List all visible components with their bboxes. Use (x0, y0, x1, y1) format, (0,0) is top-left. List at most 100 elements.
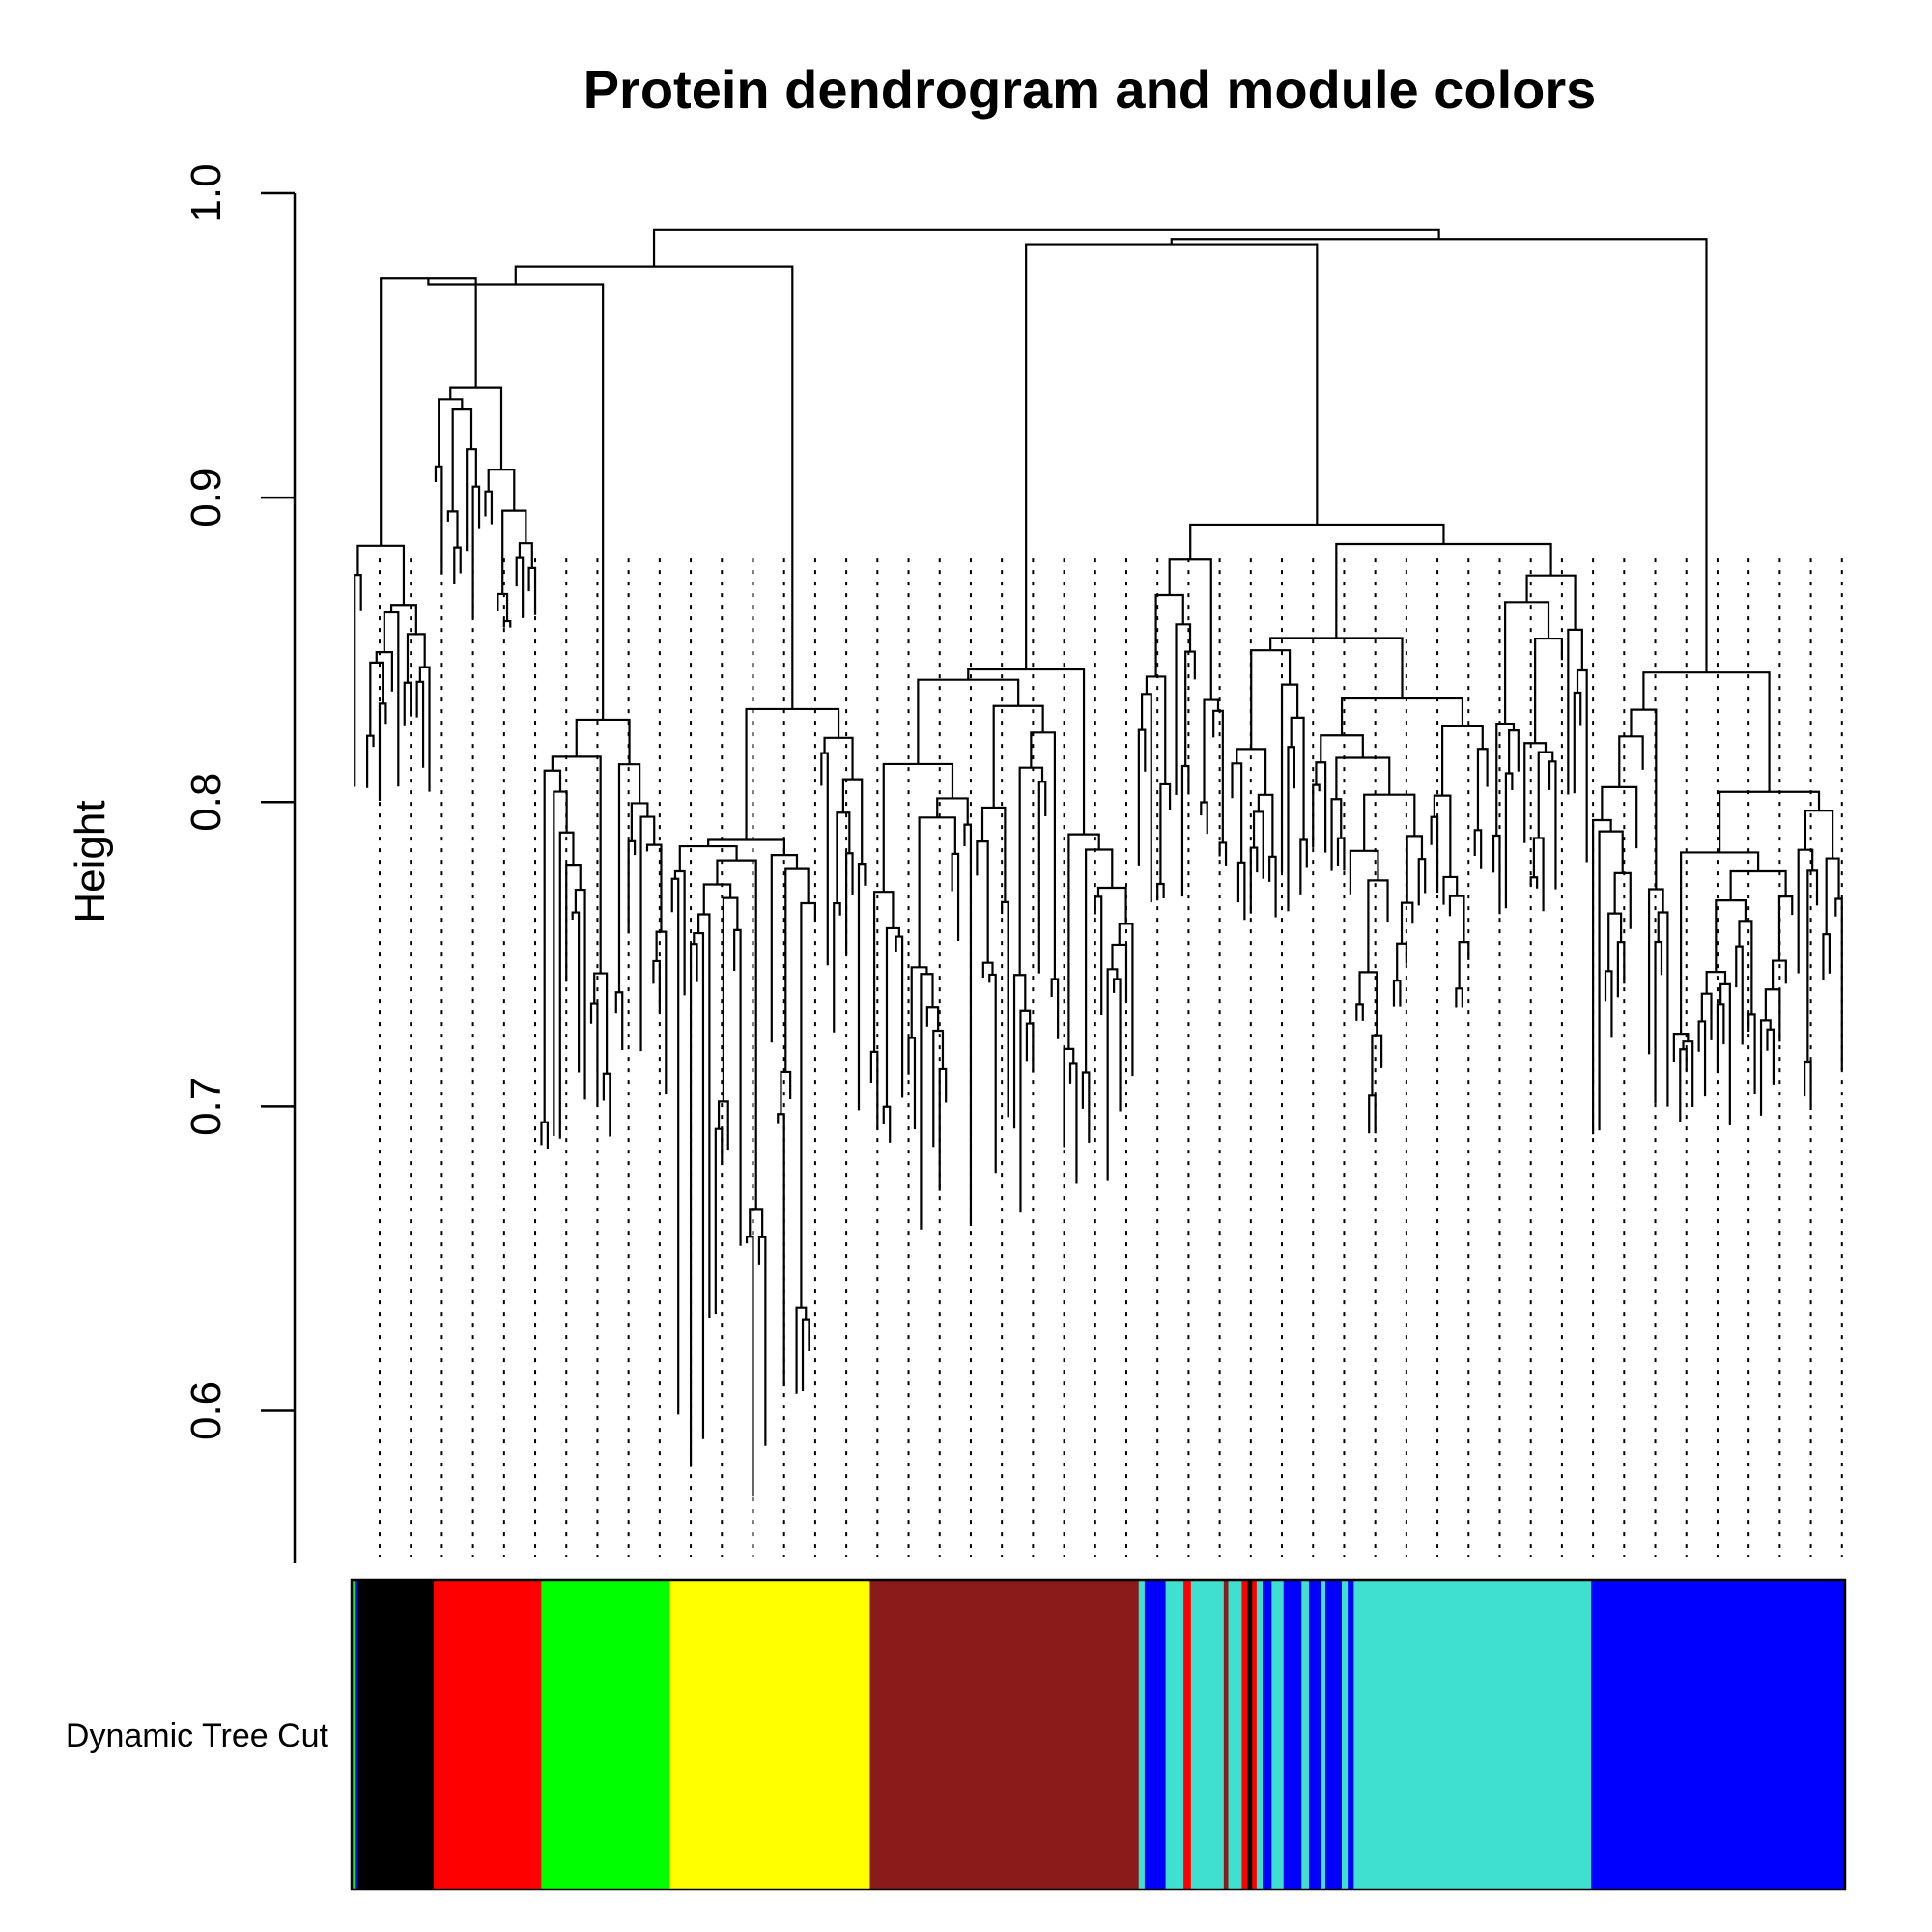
dendrogram-link (885, 926, 900, 1107)
dendrogram-link (716, 859, 757, 1210)
module-color-segment (1190, 1580, 1225, 1889)
module-color-segment (1256, 1580, 1264, 1889)
dendrogram-link (1340, 696, 1464, 736)
dendrogram-link (1154, 593, 1184, 677)
dendrogram-link (882, 1105, 892, 1143)
dendrogram-link (857, 863, 867, 1111)
dendrogram-link (1335, 542, 1552, 639)
dendrogram-link (1290, 716, 1305, 840)
dendrogram-link (1834, 897, 1843, 1071)
module-color-segment (355, 1580, 358, 1889)
dendrogram-link (1355, 1003, 1364, 1021)
dendrogram-link (1738, 920, 1753, 1015)
dendrogram-link (1406, 835, 1424, 903)
dendrogram-link (722, 896, 739, 1102)
dendrogram-link (1729, 869, 1787, 901)
leaf-guide-lines (378, 558, 1843, 1557)
dendrogram-link (1030, 731, 1057, 980)
dendrogram-link (1137, 728, 1147, 866)
dendrogram-link (518, 542, 533, 568)
dendrogram-link (1573, 691, 1582, 794)
dendrogram-link (1735, 945, 1744, 1045)
module-color-segment (1183, 1580, 1192, 1889)
dendrogram-link (820, 752, 829, 966)
dendrogram-link (745, 707, 840, 840)
dendrogram-link (702, 883, 732, 915)
dendrogram-link (1368, 1094, 1377, 1134)
dendrogram-link (1250, 649, 1292, 750)
dendrogram-link (415, 680, 425, 768)
dendrogram-link (354, 574, 362, 787)
module-color-segment (1223, 1580, 1230, 1889)
dendrogram-link (602, 1072, 611, 1137)
dendrogram-link (1037, 781, 1047, 974)
dendrogram-link (484, 490, 494, 525)
y-axis-ticks: 0.6 0.7 0.8 0.9 1.0 (183, 163, 295, 1440)
dendrogram-link (645, 843, 663, 932)
dendrogram-link (1504, 601, 1550, 724)
dendrogram-link (733, 928, 742, 1246)
dendrogram-link (1473, 829, 1483, 869)
dendrogram-link (1822, 933, 1831, 980)
dendrogram-link (697, 913, 711, 1318)
dendrogram-link (1616, 941, 1626, 998)
dendrogram-link (571, 911, 581, 1073)
dendrogram-link (1025, 243, 1319, 670)
dendrogram-link (1759, 1019, 1772, 1116)
dendrogram-link (1537, 751, 1554, 838)
dendrogram-link (1257, 793, 1274, 857)
dendrogram-link (670, 877, 680, 1415)
module-color-segment (1283, 1580, 1302, 1889)
dendrogram-link (1236, 748, 1267, 795)
module-color-segment (1341, 1580, 1349, 1889)
dendrogram-link (1825, 857, 1840, 935)
dendrogram-link (920, 973, 934, 1230)
module-color-segment (1252, 1580, 1258, 1889)
y-tick-label: 0.8 (183, 773, 230, 832)
y-tick-label: 0.6 (183, 1381, 230, 1440)
module-color-segment (1301, 1580, 1310, 1889)
dendrogram-link (1642, 671, 1771, 792)
dendrogram-link (1576, 668, 1588, 863)
dendrogram-link (589, 1002, 599, 1107)
dendrogram-link (1113, 978, 1122, 1112)
dendrogram-link (1140, 693, 1152, 903)
dendrogram-link (910, 966, 928, 1038)
dendrogram-link (1106, 968, 1119, 1181)
dendrogram-link (1532, 837, 1545, 912)
dendrogram-link (693, 931, 705, 1439)
dendrogram-link (749, 1208, 764, 1237)
dendrogram-link (1618, 735, 1644, 787)
dendrogram-link (780, 1070, 792, 1115)
module-color-row (352, 1580, 1846, 1889)
module-color-segment (357, 1580, 435, 1889)
module-color-segment (869, 1580, 1140, 1889)
dendrogram-link (1417, 858, 1427, 906)
dendrogram-tree (354, 228, 1843, 1497)
dendrogram-link (976, 840, 989, 963)
module-color-segment (1165, 1580, 1184, 1889)
dendrogram-link (1672, 1033, 1690, 1062)
dendrogram-link (515, 556, 525, 618)
dendrogram-link (932, 1029, 945, 1148)
dendrogram-link (1170, 238, 1708, 673)
dendrogram-link (1096, 886, 1127, 924)
dendrogram-link (639, 815, 656, 1052)
dendrogram-link (1280, 683, 1299, 873)
dendrogram-link (652, 959, 661, 1013)
dendrogram-link (1680, 851, 1760, 1035)
module-color-segment (1241, 1580, 1249, 1889)
dendrogram-link (1203, 698, 1220, 803)
dendrogram-link (471, 485, 481, 619)
dendrogram-link (784, 867, 810, 1072)
dendrogram-link (882, 762, 954, 893)
dendrogram-link (1448, 895, 1465, 943)
dendrogram-link (951, 852, 960, 942)
dendrogram-link (378, 702, 387, 801)
dendrogram-link (540, 1121, 550, 1149)
dendrogram-link (1804, 1060, 1812, 1111)
module-color-segment (1591, 1580, 1846, 1889)
dendrogram-link (1705, 971, 1727, 994)
dendrogram-link (369, 661, 384, 736)
